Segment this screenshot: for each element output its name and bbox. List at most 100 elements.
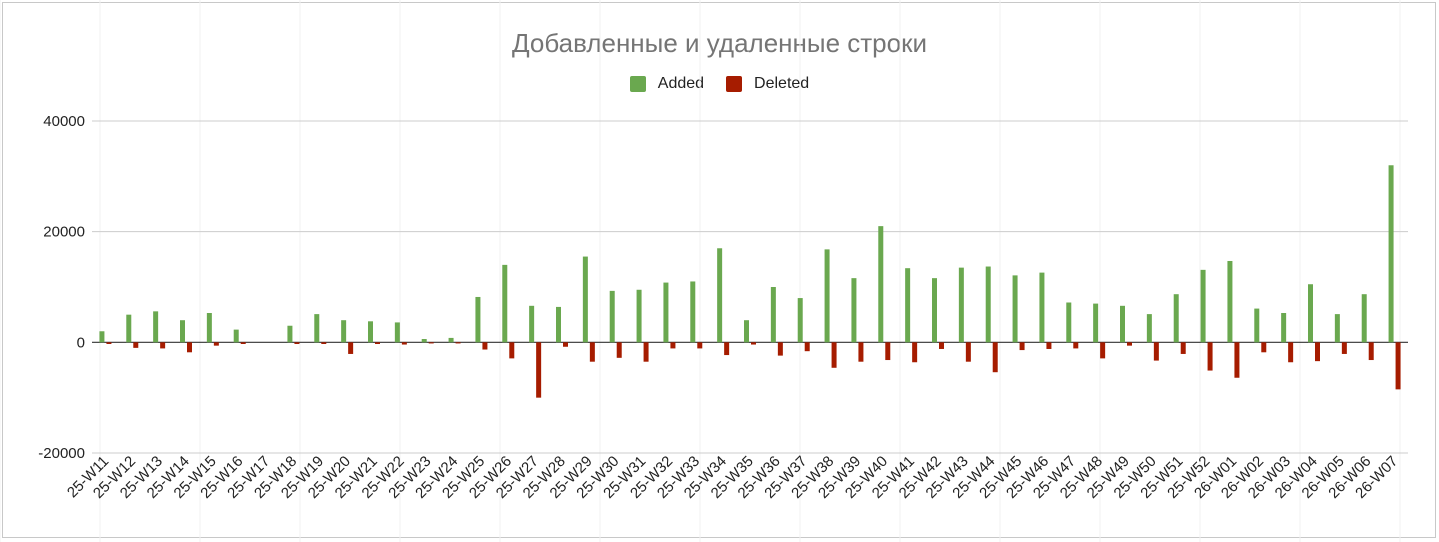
- bar-deleted: [509, 342, 515, 359]
- bar-deleted: [187, 342, 192, 353]
- bar-deleted: [1315, 342, 1320, 362]
- bar-deleted: [1368, 342, 1374, 361]
- bar-added: [287, 325, 293, 343]
- bar-deleted: [858, 342, 864, 362]
- bar-deleted: [1100, 342, 1106, 359]
- bar-added: [233, 329, 239, 343]
- bar-deleted: [455, 342, 461, 344]
- bar-added: [1093, 303, 1099, 343]
- bar-added: [1281, 313, 1287, 343]
- bar-deleted: [1019, 342, 1025, 351]
- bar-deleted: [563, 342, 568, 347]
- sheet-grid: [0, 0, 1401, 542]
- bar-added: [1254, 308, 1260, 343]
- bar-deleted: [697, 342, 703, 349]
- bar-added: [502, 264, 508, 343]
- bar-added: [1334, 314, 1340, 343]
- chart-title: Добавленные и удаленные строки: [511, 28, 927, 58]
- bar-added: [1120, 305, 1125, 343]
- bar-added: [905, 268, 911, 343]
- bar-added: [1388, 165, 1394, 343]
- bar-added: [1200, 269, 1206, 343]
- bar-added: [985, 266, 991, 343]
- bar-added: [421, 339, 427, 343]
- bar-deleted: [133, 342, 139, 348]
- bar-deleted: [106, 342, 112, 344]
- bar-added: [1227, 260, 1233, 343]
- legend-item-added: Added: [629, 75, 705, 93]
- bar-deleted: [1288, 342, 1294, 363]
- bar-added: [1012, 275, 1018, 343]
- legend-swatch-deleted: [726, 76, 743, 92]
- bar-deleted: [1046, 342, 1052, 349]
- bar-deleted: [160, 342, 166, 349]
- bar-deleted: [589, 342, 595, 362]
- bar-added: [663, 282, 669, 343]
- bar-deleted: [428, 342, 434, 344]
- bar-added: [1308, 284, 1313, 343]
- bar-added: [99, 331, 105, 343]
- bar-deleted: [1341, 342, 1347, 354]
- bar-deleted: [777, 342, 783, 356]
- bar-added: [932, 278, 937, 343]
- bar-added: [770, 287, 776, 343]
- bar-deleted: [885, 342, 891, 361]
- bar-added: [341, 320, 347, 343]
- bar-deleted: [804, 342, 810, 352]
- legend-swatch-added: [629, 76, 646, 92]
- bar-added: [609, 290, 615, 343]
- bar-deleted: [1207, 342, 1213, 371]
- bar-added: [878, 226, 884, 343]
- bar-added: [1173, 294, 1179, 343]
- bar-added: [582, 256, 588, 343]
- bar-deleted: [912, 342, 918, 363]
- bar-deleted: [992, 342, 998, 373]
- bar-deleted: [1127, 342, 1132, 346]
- bar-added: [1039, 272, 1045, 343]
- bar-added: [394, 322, 400, 343]
- bar-deleted: [348, 342, 354, 354]
- bar-deleted: [1073, 342, 1079, 349]
- bar-deleted: [321, 342, 327, 344]
- bar-deleted: [831, 342, 837, 368]
- bar-added: [717, 248, 723, 343]
- bar-added: [556, 306, 561, 343]
- bar-added: [1066, 302, 1072, 343]
- bar-deleted: [724, 342, 730, 356]
- bar-deleted: [1153, 342, 1159, 361]
- bar-added: [636, 289, 642, 343]
- bar-added: [314, 314, 320, 343]
- y-tick-label: 20000: [43, 224, 85, 241]
- bar-deleted: [616, 342, 622, 358]
- bar-deleted: [939, 342, 944, 349]
- bar-added: [851, 278, 857, 343]
- bar-deleted: [751, 342, 756, 345]
- bar-deleted: [1180, 342, 1186, 354]
- bar-deleted: [1234, 342, 1240, 378]
- legend-label-deleted: Deleted: [754, 75, 810, 92]
- bar-deleted: [670, 342, 676, 349]
- bar-deleted: [1395, 342, 1401, 390]
- chart-legend: Added Deleted: [0, 75, 1439, 93]
- bar-deleted: [294, 342, 300, 344]
- bar-added: [797, 298, 803, 343]
- bar-added: [1146, 314, 1152, 343]
- bar-added: [153, 311, 159, 343]
- bar-added: [206, 313, 212, 343]
- bar-added: [529, 305, 535, 343]
- bar-added: [126, 314, 132, 343]
- bar-deleted: [643, 342, 649, 362]
- bar-added: [180, 320, 185, 343]
- y-tick-label: -20000: [38, 445, 85, 462]
- bar-deleted: [482, 342, 488, 350]
- bar-added: [1361, 294, 1367, 343]
- y-tick-label: 0: [77, 334, 85, 351]
- y-tick-label: 40000: [43, 113, 85, 130]
- bar-added: [475, 296, 481, 343]
- legend-label-added: Added: [657, 75, 705, 92]
- bar-added: [958, 267, 964, 343]
- bar-added: [368, 321, 373, 343]
- bar-deleted: [1261, 342, 1267, 353]
- bar-added: [824, 249, 830, 343]
